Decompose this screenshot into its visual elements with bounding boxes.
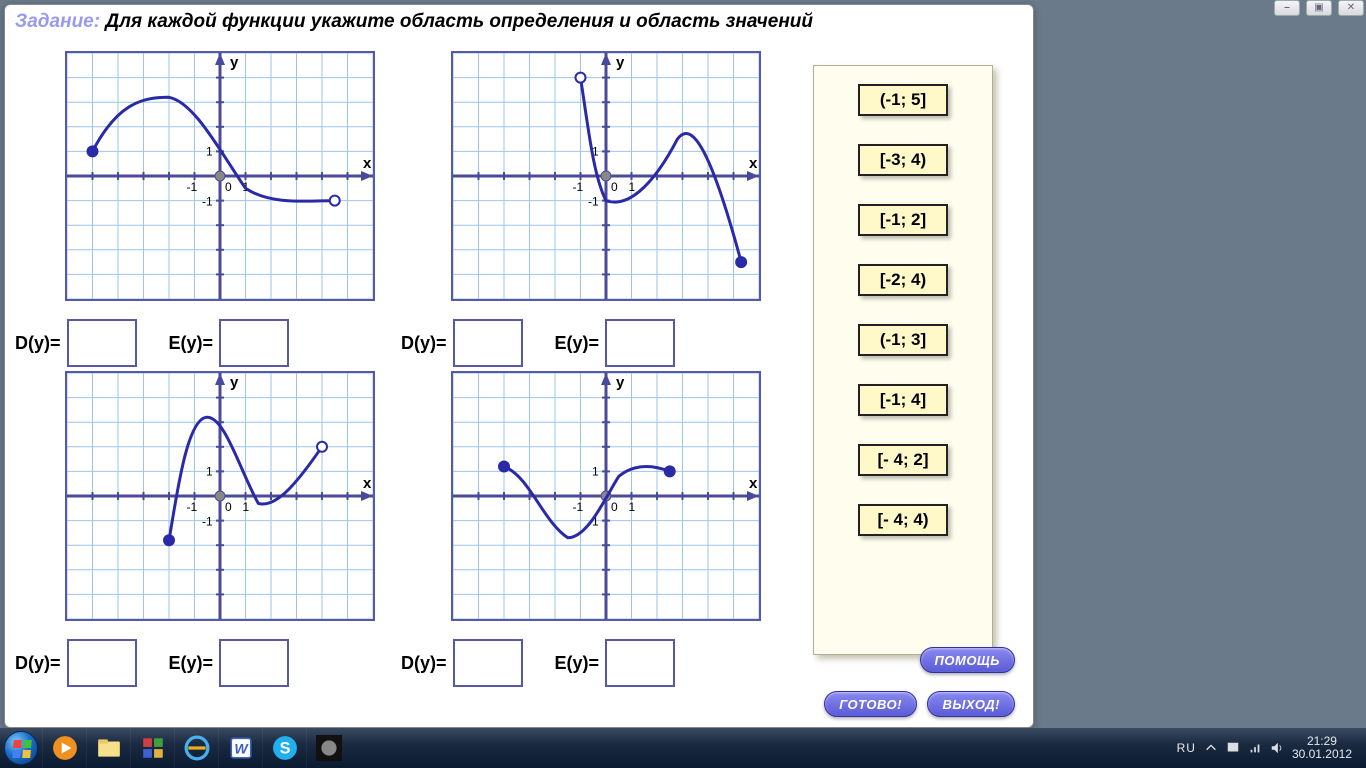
range-label: E(y)= [169, 333, 214, 354]
os-close-button[interactable]: ✕ [1338, 0, 1364, 16]
charts-grid: x y 1 -1 1 -1 0 D(y)= E(y)= x y 1 -1 1 -1 0 D(y)= E(… [15, 51, 781, 687]
svg-text:y: y [230, 54, 239, 71]
svg-text:-1: -1 [573, 180, 584, 194]
choice-chip-6[interactable]: [-1; 4] [858, 384, 948, 416]
task-label: Задание: [15, 11, 100, 32]
system-tray: RU 21:29 30.01.2012 [1177, 728, 1366, 768]
choice-chip-3[interactable]: [-1; 2] [858, 204, 948, 236]
domain-label: D(y)= [15, 333, 61, 354]
os-maximize-button[interactable]: ▣ [1306, 0, 1332, 16]
start-button[interactable] [0, 728, 42, 768]
taskbar-skype-icon[interactable]: S [262, 728, 306, 768]
svg-text:-1: -1 [187, 500, 198, 514]
svg-text:x: x [749, 475, 758, 492]
svg-text:y: y [616, 54, 625, 71]
svg-text:1: 1 [629, 180, 636, 194]
svg-text:0: 0 [611, 500, 618, 514]
choice-chip-4[interactable]: [-2; 4) [858, 264, 948, 296]
choice-chip-2[interactable]: [-3; 4) [858, 144, 948, 176]
domain-slot[interactable] [453, 639, 523, 687]
chart-cell-3: x y 1 -1 1 -1 0 D(y)= E(y)= [15, 371, 395, 687]
domain-label: D(y)= [15, 653, 61, 674]
svg-text:-1: -1 [187, 180, 198, 194]
choice-chip-8[interactable]: [- 4; 4) [858, 504, 948, 536]
svg-text:x: x [749, 155, 758, 172]
taskbar-explorer-icon[interactable] [86, 728, 130, 768]
svg-text:x: x [363, 475, 372, 492]
svg-text:1: 1 [592, 464, 599, 478]
choice-chip-7[interactable]: [- 4; 2] [858, 444, 948, 476]
svg-text:S: S [279, 739, 290, 757]
choice-chip-1[interactable]: (-1; 5] [858, 84, 948, 116]
svg-text:-1: -1 [202, 195, 213, 209]
svg-text:-1: -1 [573, 500, 584, 514]
domain-slot[interactable] [67, 319, 137, 367]
task-text: Для каждой функции укажите область опред… [105, 11, 813, 32]
domain-slot[interactable] [67, 639, 137, 687]
language-indicator[interactable]: RU [1177, 741, 1196, 755]
tray-up-icon[interactable] [1204, 741, 1218, 755]
range-slot[interactable] [605, 639, 675, 687]
os-window-controls: ⎯ ▣ ✕ [1274, 0, 1364, 16]
taskbar-ie-icon[interactable] [174, 728, 218, 768]
tray-flag-icon[interactable] [1226, 741, 1240, 755]
tray-date: 30.01.2012 [1292, 748, 1352, 761]
os-minimize-button[interactable]: ⎯ [1274, 0, 1300, 16]
svg-text:0: 0 [611, 180, 618, 194]
svg-text:x: x [363, 155, 372, 172]
taskbar-app-icon-1[interactable] [130, 728, 174, 768]
svg-text:y: y [616, 374, 625, 391]
svg-text:-1: -1 [588, 195, 599, 209]
svg-text:W: W [234, 740, 249, 756]
range-slot[interactable] [605, 319, 675, 367]
chart-cell-1: xy1-11-10 D(y)= E(y)= [15, 51, 395, 367]
domain-label: D(y)= [401, 333, 447, 354]
chart-box: xy1-11-10 [451, 51, 761, 301]
choices-panel: (-1; 5] [-3; 4) [-1; 2] [-2; 4) (-1; 3] [-1; … [813, 65, 993, 655]
chart-box: xy1-11-10 [451, 371, 761, 621]
chart-cell-2: xy1-11-10 D(y)= E(y)= [401, 51, 781, 367]
range-label: E(y)= [169, 653, 214, 674]
svg-text:1: 1 [243, 500, 250, 514]
svg-text:y: y [230, 374, 239, 391]
domain-label: D(y)= [401, 653, 447, 674]
chart-box: x y 1 -1 1 -1 0 [65, 371, 375, 621]
answer-row: D(y)= E(y)= [401, 319, 675, 367]
svg-text:1: 1 [629, 500, 636, 514]
task-heading: Задание: Для каждой функции укажите обла… [15, 11, 1023, 33]
help-button[interactable]: ПОМОЩЬ [920, 647, 1015, 673]
chart-cell-4: xy1-11-10 D(y)= E(y)= [401, 371, 781, 687]
exit-button[interactable]: ВЫХОД! [927, 691, 1015, 717]
svg-text:1: 1 [206, 144, 213, 158]
ready-button[interactable]: ГОТОВО! [824, 691, 917, 717]
range-label: E(y)= [555, 333, 600, 354]
taskbar-word-icon[interactable]: W [218, 728, 262, 768]
answer-row: D(y)= E(y)= [15, 639, 289, 687]
answer-row: D(y)= E(y)= [15, 319, 289, 367]
tray-volume-icon[interactable] [1270, 741, 1284, 755]
answer-row: D(y)= E(y)= [401, 639, 675, 687]
svg-text:1: 1 [206, 464, 213, 478]
svg-text:-1: -1 [202, 515, 213, 529]
chart-box: xy1-11-10 [65, 51, 375, 301]
choice-chip-5[interactable]: (-1; 3] [858, 324, 948, 356]
range-slot[interactable] [219, 319, 289, 367]
domain-slot[interactable] [453, 319, 523, 367]
taskbar-media-player-icon[interactable] [42, 728, 86, 768]
svg-text:0: 0 [225, 500, 232, 514]
range-label: E(y)= [555, 653, 600, 674]
app-window: Задание: Для каждой функции укажите обла… [4, 4, 1034, 728]
svg-text:0: 0 [225, 180, 232, 194]
taskbar-app-icon-2[interactable] [306, 728, 350, 768]
tray-network-icon[interactable] [1248, 741, 1262, 755]
range-slot[interactable] [219, 639, 289, 687]
tray-clock[interactable]: 21:29 30.01.2012 [1292, 735, 1352, 761]
taskbar: W S RU 21:29 30.01.2012 [0, 728, 1366, 768]
